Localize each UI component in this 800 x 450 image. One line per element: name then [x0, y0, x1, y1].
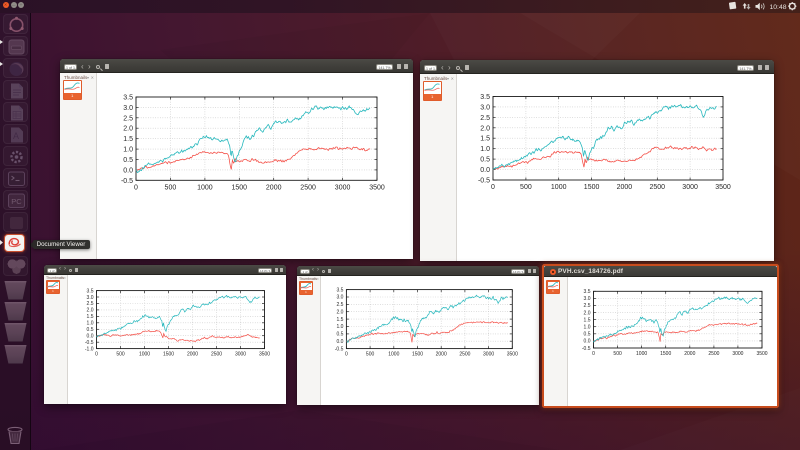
svg-text:PC: PC [11, 197, 22, 206]
svg-text:10:48: 10:48 [770, 4, 787, 11]
svg-text:A: A [13, 131, 19, 141]
